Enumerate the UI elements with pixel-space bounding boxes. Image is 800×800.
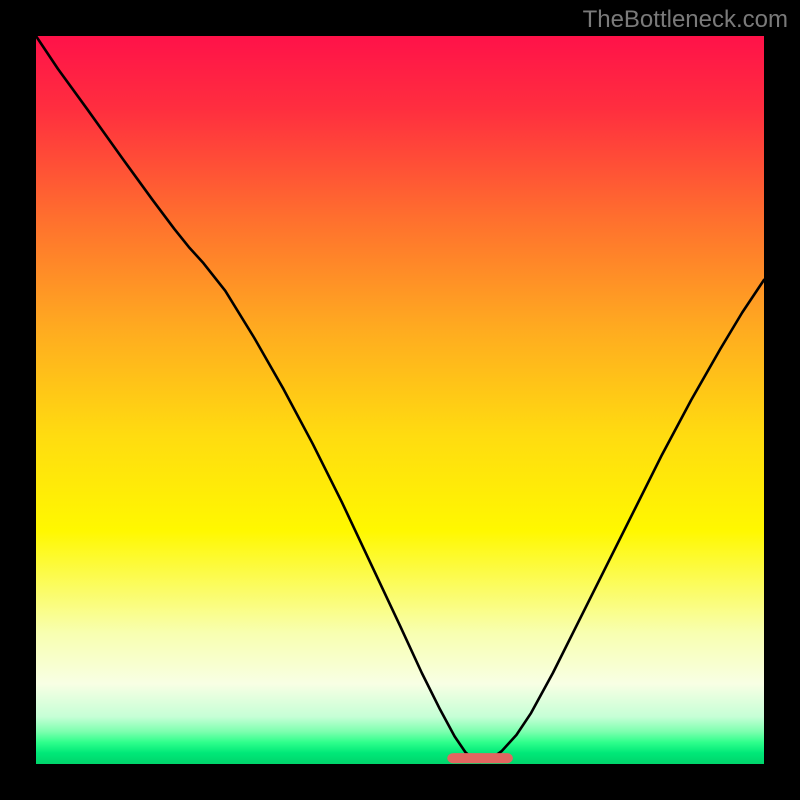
gradient-background <box>36 36 764 764</box>
optimal-range-marker <box>447 753 513 763</box>
chart-container: TheBottleneck.com <box>0 0 800 800</box>
chart-svg <box>0 0 800 800</box>
watermark-text: TheBottleneck.com <box>583 6 788 34</box>
